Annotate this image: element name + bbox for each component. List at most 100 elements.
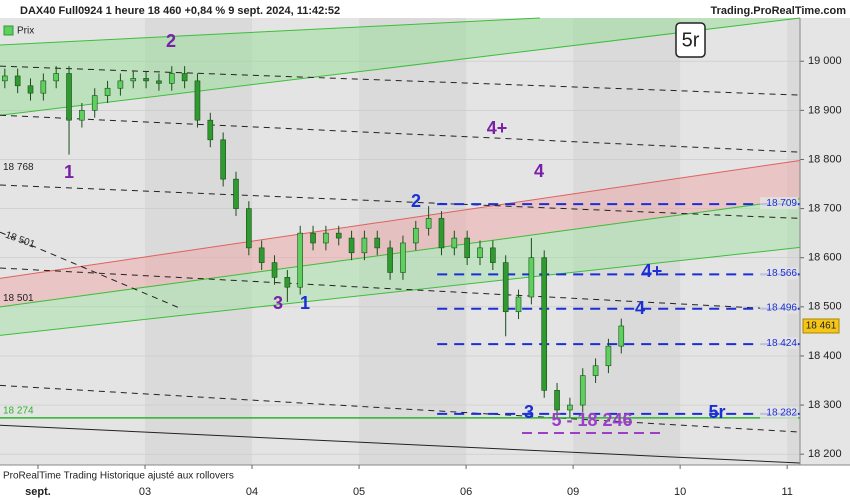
legend-swatch: [3, 25, 14, 36]
candle-body: [66, 73, 72, 121]
badge-box: [675, 22, 706, 58]
level-label: 18 496: [766, 302, 797, 313]
candle-body: [490, 247, 496, 263]
candle-body: [451, 237, 458, 249]
candle-body: [323, 232, 329, 244]
x-tick-label: 06: [460, 486, 472, 498]
candle-body: [515, 296, 522, 313]
candle-body: [579, 375, 586, 406]
channel-edge: [0, 159, 801, 279]
y-tick-label: 18 500: [808, 301, 842, 313]
y-tick-label: 18 300: [808, 399, 842, 411]
candle-body: [412, 227, 419, 244]
candle-body: [2, 75, 8, 82]
level-label: 18 709: [766, 198, 797, 209]
candle-body: [502, 262, 509, 313]
wave-label: 5r: [708, 402, 725, 422]
trend-line: [0, 267, 801, 311]
day-shade: [573, 18, 681, 465]
candle-body: [361, 237, 368, 254]
left-level-label: 18 768: [3, 162, 34, 173]
candle-body: [605, 345, 612, 367]
candle-body: [220, 139, 226, 180]
y-tick-label: 18 400: [808, 350, 842, 362]
trend-line: [0, 114, 801, 153]
level-label-bg: [760, 301, 798, 314]
candle-body: [117, 80, 124, 89]
day-shade: [787, 18, 850, 465]
chart-title: DAX40 Full0924 1 heure 18 460 +0,84 % 9 …: [20, 5, 340, 17]
trend-line: [0, 65, 801, 96]
footer: ProRealTime Trading Historique ajusté au…: [3, 471, 234, 482]
y-tick-label: 18 900: [808, 104, 842, 116]
trend-line: [0, 424, 801, 464]
y-tick-label: 18 800: [808, 153, 842, 165]
channel-edge: [0, 246, 801, 336]
candle-body: [168, 73, 175, 84]
candle-body: [27, 85, 34, 94]
candle-body: [53, 73, 59, 82]
x-tick-label: 11: [781, 486, 792, 498]
wave-label: 4+: [487, 118, 508, 138]
y-tick-label: 18 200: [808, 448, 842, 460]
level-label: 18 424: [766, 338, 797, 349]
candle-body: [310, 232, 316, 244]
x-tick-label: 10: [674, 486, 686, 498]
candle-body: [438, 218, 445, 249]
x-tick-label: 05: [353, 486, 365, 498]
candle-body: [335, 232, 342, 239]
wave-label: 1: [300, 293, 310, 313]
candle-body: [477, 247, 483, 259]
candle-body: [387, 247, 393, 273]
candle-body: [271, 262, 278, 278]
channel-band: [0, 160, 800, 307]
candle-body: [233, 178, 239, 209]
candle-body: [79, 110, 85, 121]
candle-body: [194, 80, 201, 121]
candle-body: [246, 208, 252, 249]
level-label-bg: [760, 197, 798, 210]
candle-body: [348, 237, 355, 254]
wave-label: 4: [635, 298, 645, 318]
candle-body: [425, 218, 432, 229]
trend-line: [0, 384, 801, 433]
wave-label: 4: [534, 161, 544, 181]
wave-label: 3: [273, 293, 283, 313]
support-label: 18 274: [3, 405, 34, 416]
level-label-bg: [760, 406, 798, 419]
wave-label: 5 - 18 246: [551, 410, 632, 430]
last-price-box: [802, 318, 840, 334]
candle-body: [91, 95, 98, 111]
source: Trading.ProRealTime.com: [710, 5, 846, 17]
candle-body: [374, 237, 381, 249]
x-tick-label: 09: [567, 486, 579, 498]
channel-band: [0, 198, 800, 336]
candle-body: [400, 242, 406, 273]
legend-label: Prix: [17, 26, 34, 37]
candle-body: [541, 257, 548, 391]
candle-body: [297, 232, 304, 288]
candle-body: [181, 73, 188, 82]
wave-label: 2: [166, 31, 176, 51]
wave-label: 3: [524, 402, 534, 422]
wave-label: 2: [411, 191, 421, 211]
candle-body: [528, 257, 535, 298]
candle-body: [104, 87, 111, 96]
candle-body: [554, 390, 560, 411]
candle-body: [592, 365, 599, 376]
plot-area: [0, 17, 850, 465]
x-tick-label: 04: [246, 486, 258, 498]
candle-body: [258, 247, 265, 263]
y-tick-label: 19 000: [808, 55, 842, 67]
x-tick-label: sept.: [25, 486, 51, 498]
y-tick-label: 18 600: [808, 252, 842, 264]
wave-label: 1: [64, 162, 74, 182]
wave-label: 4+: [642, 261, 663, 281]
trend-line: [0, 184, 801, 219]
candle-body: [40, 80, 47, 94]
level-label-bg: [760, 337, 798, 350]
candle-body: [207, 119, 214, 141]
left-level-label: 18 501: [3, 293, 34, 304]
candle-body: [156, 80, 162, 84]
